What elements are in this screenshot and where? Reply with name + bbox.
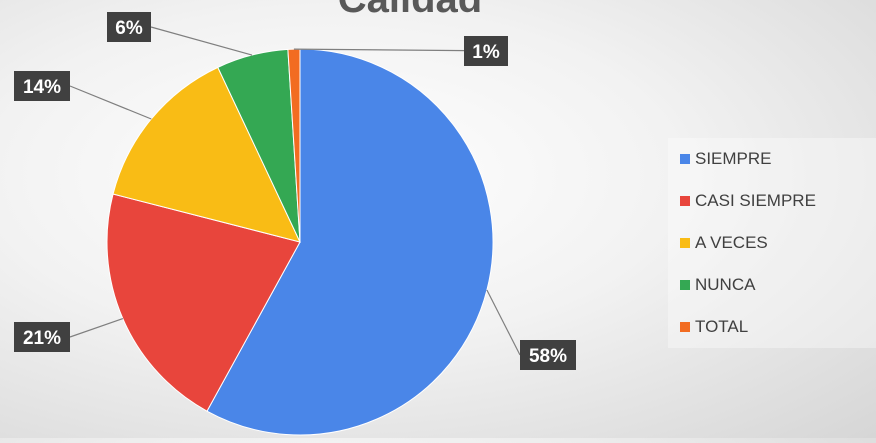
data-label-text: 6% [115,18,143,39]
legend-background [668,138,876,348]
legend: SIEMPRE CASI SIEMPRE A VECES NUNCA TOTAL [668,138,876,348]
data-label-siempre: 58% [520,340,576,370]
data-label-casi-siempre: 21% [14,322,70,352]
data-label-text: 14% [23,77,61,98]
legend-item-casi-siempre: CASI SIEMPRE [680,191,816,210]
leader-line-nunca [150,26,253,56]
legend-swatch [680,238,690,248]
data-label-box [14,71,70,101]
data-label-text: 58% [529,346,567,367]
legend-label: CASI SIEMPRE [695,191,816,210]
legend-label: NUNCA [695,275,756,294]
pie-slice-a-veces [112,66,301,243]
leader-line-siempre [486,289,521,356]
data-label-total: 1% [464,36,508,66]
legend-label: A VECES [695,233,768,252]
legend-label: SIEMPRE [695,149,772,168]
legend-item-total: TOTAL [680,317,748,336]
legend-item-siempre: SIEMPRE [680,149,772,168]
legend-swatch [680,196,690,206]
leader-line-casi-siempre [69,318,124,338]
legend-item-nunca: NUNCA [680,275,756,294]
data-label-box [14,322,70,352]
pie-slices [106,48,494,436]
data-labels: 58% 21% 14% 6% 1% [14,12,576,370]
data-label-text: 1% [472,42,500,63]
legend-swatch [680,154,690,164]
data-label-nunca: 6% [107,12,151,42]
legend-item-a-veces: A VECES [680,233,768,252]
pie-slice-siempre [206,48,494,436]
legend-label: TOTAL [695,317,748,336]
leader-line-a-veces [69,85,152,120]
data-label-text: 21% [23,328,61,349]
data-label-box [107,12,151,42]
data-label-a-veces: 14% [14,71,70,101]
legend-swatch [680,280,690,290]
chart-title: Calidad [338,0,482,21]
data-label-box [464,36,508,66]
data-label-box [520,340,576,370]
legend-swatch [680,322,690,332]
